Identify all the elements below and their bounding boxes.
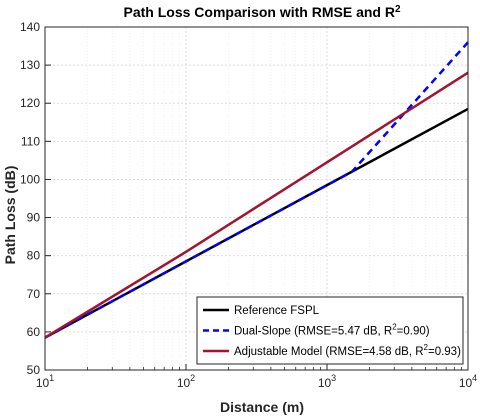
- x-tick-label: 102: [177, 373, 195, 390]
- ticks: 101 102 103 104 50 60 70 80 90 100 110 120 130 140: [20, 20, 477, 390]
- y-tick-label: 140: [20, 20, 40, 34]
- plot-lines: [44, 41, 469, 339]
- y-tick-label: 110: [21, 134, 40, 148]
- y-axis-label: Path Loss (dB): [2, 166, 18, 265]
- y-tick-label: 60: [27, 325, 41, 339]
- legend-box: [196, 296, 464, 365]
- y-tick-label: 120: [20, 96, 40, 110]
- x-tick-label: 103: [318, 373, 336, 390]
- y-tick-label: 50: [27, 363, 41, 377]
- legend-entry: Reference FSPL: [234, 305, 320, 317]
- legend: Reference FSPL Dual-Slope (RMSE=5.47 dB, …: [196, 296, 464, 365]
- legend-entry: Dual-Slope (RMSE=5.47 dB, R2=0.90): [234, 323, 430, 338]
- legend-entry: Adjustable Model (RMSE=4.58 dB, R2=0.93): [234, 343, 461, 358]
- y-tick-label: 70: [27, 287, 41, 301]
- y-tick-label: 130: [20, 58, 40, 72]
- x-axis-label: Distance (m): [220, 399, 304, 415]
- chart-title: Path Loss Comparison with RMSE and R2: [123, 4, 400, 20]
- x-tick-label: 101: [36, 373, 54, 390]
- y-tick-label: 90: [27, 211, 41, 225]
- axes-box: [44, 26, 469, 371]
- y-tick-label: 80: [27, 249, 41, 263]
- adjustable-model-line: [44, 71, 469, 339]
- dual-slope-line: [44, 41, 469, 339]
- y-tick-label: 100: [20, 172, 40, 186]
- x-tick-label: 104: [459, 373, 477, 390]
